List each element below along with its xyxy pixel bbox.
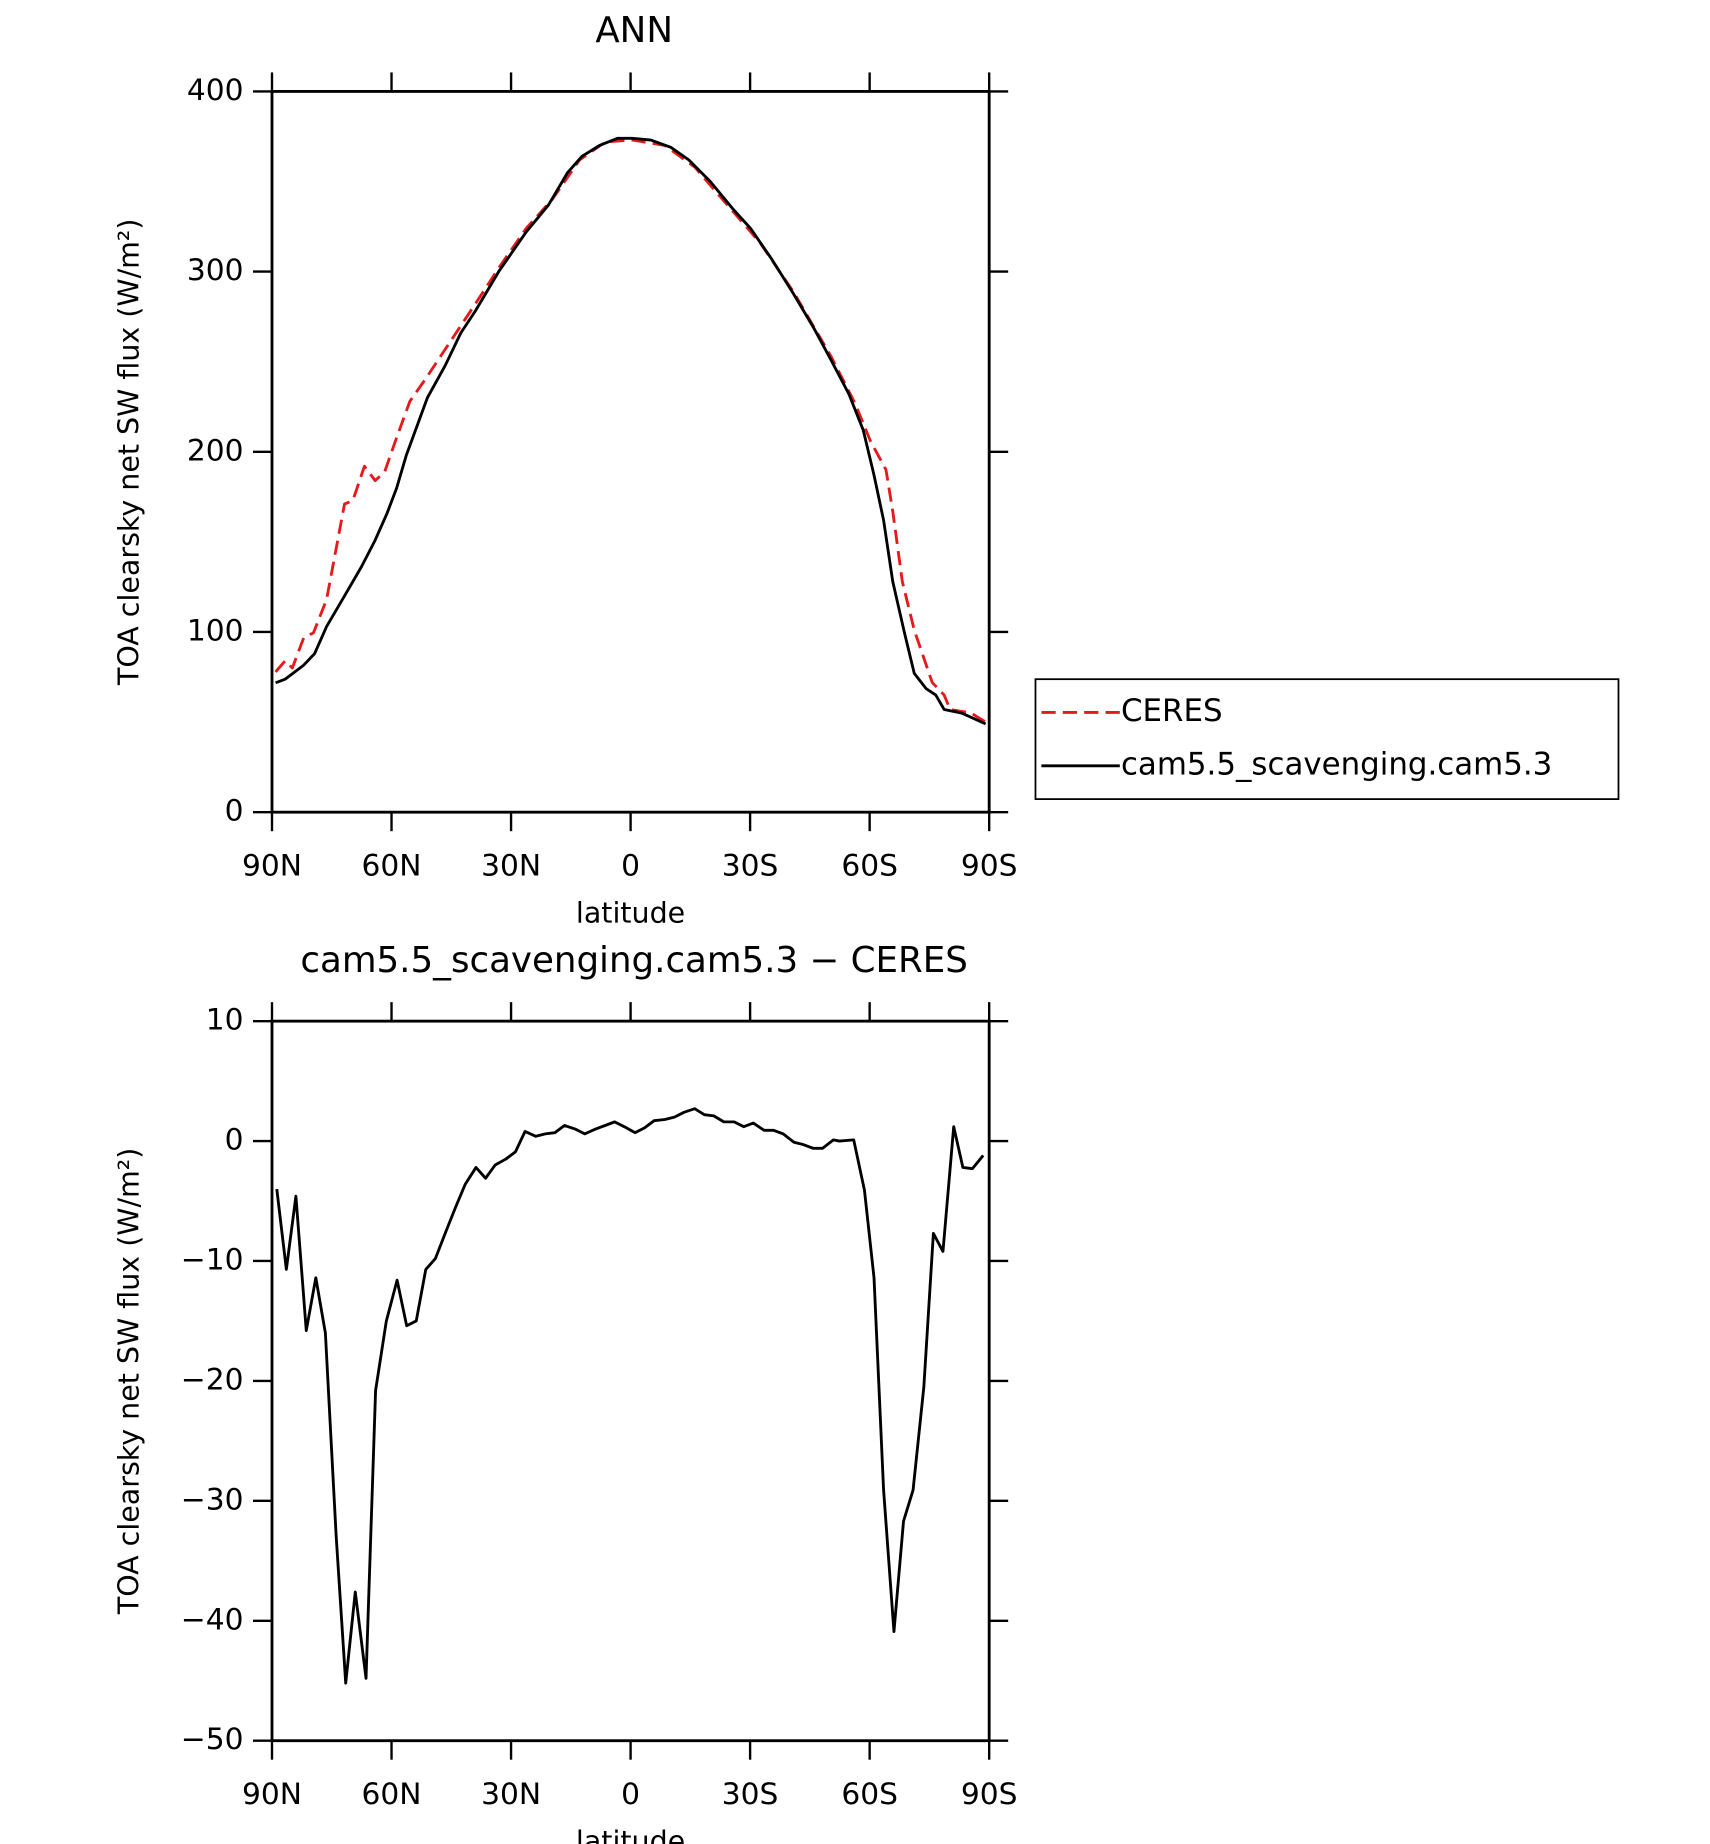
y-tick-label: −50: [181, 1721, 244, 1756]
plot-frame: [270, 1019, 991, 1743]
x-tick-label: 90N: [242, 1776, 302, 1811]
y-tick-label: −40: [181, 1601, 244, 1636]
legend: CERES cam5.5_scavenging.cam5.3: [1034, 678, 1620, 800]
x-axis-label: latitude: [576, 1825, 685, 1844]
x-tick-label: 30S: [722, 1776, 779, 1811]
y-tick-label: 400: [187, 72, 244, 107]
chart-title: cam5.5_scavenging.cam5.3 − CERES: [300, 940, 967, 981]
y-tick-label: −20: [181, 1361, 244, 1396]
y-tick-label: 200: [187, 432, 244, 467]
x-tick-label: 90S: [961, 1776, 1018, 1811]
y-tick-label: 0: [225, 793, 244, 828]
x-tick-label: 0: [621, 847, 640, 882]
data-line: [275, 1107, 985, 1685]
x-tick-label: 0: [621, 1776, 640, 1811]
plot-frame: [270, 90, 991, 814]
y-tick-label: 10: [206, 1002, 244, 1037]
x-tick-label: 30N: [481, 1776, 541, 1811]
y-tick-label: 0: [225, 1122, 244, 1157]
y-tick-label: 100: [187, 612, 244, 647]
y-tick-label: −10: [181, 1241, 244, 1276]
legend-label: cam5.5_scavenging.cam5.3: [1121, 746, 1552, 782]
x-tick-label: 60N: [362, 847, 422, 882]
x-tick-label: 30S: [722, 847, 779, 882]
x-tick-label: 30N: [481, 847, 541, 882]
x-axis-label: latitude: [576, 896, 685, 929]
x-tick-label: 60S: [841, 847, 898, 882]
data-line: [275, 136, 987, 726]
x-tick-label: 60S: [841, 1776, 898, 1811]
legend-label: CERES: [1121, 693, 1223, 729]
legend-box: [1034, 678, 1620, 800]
y-tick-label: 300: [187, 252, 244, 287]
y-axis-label: TOA clearsky net SW flux (W/m²): [113, 1148, 146, 1616]
y-tick-label: −30: [181, 1481, 244, 1516]
y-axis-label: TOA clearsky net SW flux (W/m²): [113, 219, 146, 687]
x-tick-label: 90N: [242, 847, 302, 882]
x-tick-label: 90S: [961, 847, 1018, 882]
chart-title: ANN: [595, 10, 673, 51]
x-tick-label: 60N: [362, 1776, 422, 1811]
data-line: [274, 138, 987, 724]
